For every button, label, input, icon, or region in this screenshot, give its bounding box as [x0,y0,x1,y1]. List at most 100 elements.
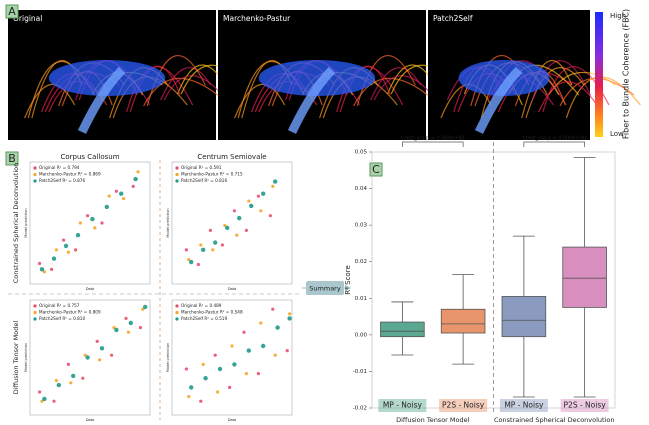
scatter-point [242,331,245,334]
scatter-point [221,243,224,246]
legend-swatch [175,311,178,314]
scatter-point [288,312,291,315]
scatter-point [261,344,265,348]
legend-swatch [33,166,36,169]
scatter-point [74,248,77,251]
scatter-point [52,256,56,260]
x-axis-label: Data [86,418,94,422]
scatter-point [271,185,274,188]
scatter-point [189,260,193,264]
scatter-point [79,221,82,224]
scatter-point [86,214,89,217]
legend-swatch [175,166,178,169]
category-label: MP - Noisy [504,401,544,410]
scatter-point [133,177,137,181]
scatter-point [110,354,113,357]
group-label: Constrained Spherical Deconvolution [494,416,615,424]
legend-label: Marchenko-Pastur R² = 0.869 [39,172,101,177]
scatter-point [203,376,207,380]
scatter-point [139,326,142,329]
summary-text: Summary [309,285,341,293]
scatter-point [81,377,84,380]
scatter-point [100,346,104,350]
brain-images: OriginalMarchenko-PasturPatch2Self [8,10,640,140]
scatter-point [90,217,94,221]
scatter-point [71,374,75,378]
scatter-point [38,390,41,393]
row-label: Constrained Spherical Deconvolution [12,163,20,284]
category-label: P2S - Noisy [564,401,607,410]
scatter-point [230,344,233,347]
scatter-point [67,251,70,254]
legend-label: Patch2Self R² = 0.519 [181,316,227,321]
legend-label: Patch2Self R² = 0.816 [181,178,227,183]
legend-swatch [175,317,178,320]
legend-label: Marchenko-Pastur R² = 0.715 [181,172,243,177]
scatter-point [199,243,202,246]
scatter-point [55,248,58,251]
y-axis-label: Model prediction [166,208,170,237]
plot-title: Centrum Semiovale [197,153,266,161]
scatter-point [249,204,253,208]
y-axis-label: Model prediction [24,343,28,372]
scatter-point [209,229,212,232]
scatter-point [197,263,200,266]
scatter-point [64,244,68,248]
category-label: P2S - Noisy [442,401,485,410]
scatter-point [225,226,229,230]
scatter-point [247,199,250,202]
legend-swatch [175,304,178,307]
scatter-point [233,209,236,212]
scatter-point [57,383,61,387]
x-axis-label: Data [228,287,236,291]
row-label: Diffusion Tensor Model [12,321,20,395]
plot-title: Corpus Callosum [60,153,119,161]
legend-label: Original R² = 0.757 [39,303,80,308]
x-axis-label: Data [86,287,94,291]
scatter-point [273,179,277,183]
y-tick-label: 0.03 [355,223,368,229]
legend-label: Marchenko-Pastur R² = 0.548 [181,310,243,315]
scatter-point [98,358,101,361]
legend-label: Original R² = 0.591 [181,165,222,170]
panel-label: A [8,5,16,18]
y-tick-label: 0.05 [355,150,368,156]
box [381,322,425,337]
scatter-point [52,400,55,403]
colorbar [595,12,603,137]
scatter-point [235,234,238,237]
scatter-point [40,267,44,271]
scatter-point [271,308,274,311]
scatter-point [105,205,109,209]
y-axis-label: Model prediction [24,208,28,237]
scatter-point [216,390,219,393]
image-caption: Marchenko-Pastur [223,14,291,23]
legend-swatch [33,179,36,182]
scatter-point [275,325,279,329]
page: OriginalMarchenko-PasturPatch2Self A Hig… [0,0,649,425]
scatter-point [211,248,214,251]
scatter-point [189,385,193,389]
scatter-point [96,340,99,343]
box [563,247,607,307]
scatter-point [136,170,139,173]
scatter-point [201,248,205,252]
scatter-point [185,367,188,370]
y-tick-label: 0.00 [355,332,368,338]
scatter-point [274,354,277,357]
scatter-point [199,400,202,403]
scatter-point [269,214,272,217]
significance-label: t-test_ind p = 0.000e+00 [522,136,586,142]
legend-swatch [33,173,36,176]
scatter-point [108,195,111,198]
scatter-point [93,226,96,229]
legend-label: Marchenko-Pastur R² = 0.809 [39,310,101,315]
scatter-point [76,233,80,237]
legend-label: Patch2Self R² = 0.876 [39,178,85,183]
y-tick-label: 0.04 [355,186,368,192]
scatter-point [127,331,130,334]
group-label: Diffusion Tensor Model [396,416,470,424]
scatter-point [143,305,147,309]
legend-swatch [175,179,178,182]
y-tick-label: -0.02 [353,406,367,412]
